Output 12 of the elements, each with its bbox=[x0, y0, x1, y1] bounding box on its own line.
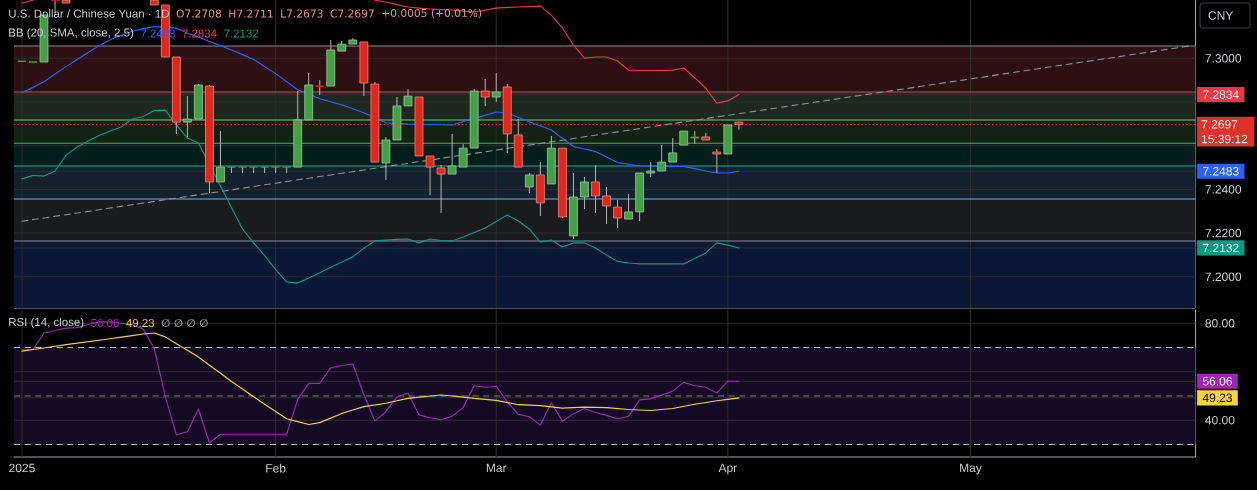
x-tick-label: Feb bbox=[266, 463, 286, 473]
x-tick-label: May bbox=[960, 463, 982, 475]
y-tick-label: 80.00 bbox=[1205, 319, 1235, 328]
y-tick-label: 40.00 bbox=[1205, 415, 1235, 425]
text: RSI (14, close) bbox=[9, 317, 84, 329]
y-tick-label: 49.23 bbox=[1202, 393, 1232, 403]
x-tick-label: 2025 bbox=[9, 463, 35, 473]
annotation: ∅ ∅ ∅ ∅ bbox=[161, 319, 208, 327]
y-tick-label: 56.06 bbox=[1202, 377, 1232, 386]
x-tick-label: Mar bbox=[486, 463, 507, 473]
x-tick-label: Apr bbox=[718, 463, 737, 475]
series-label: 49.23 bbox=[126, 318, 155, 328]
